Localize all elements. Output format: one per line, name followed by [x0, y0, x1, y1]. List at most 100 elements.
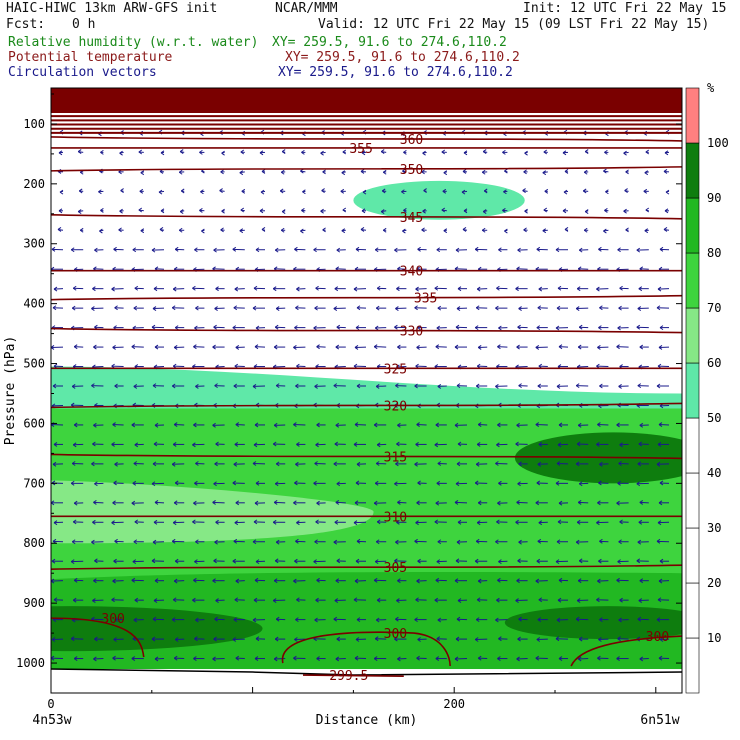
wind-vector-head	[255, 636, 260, 642]
wind-vector-head	[523, 169, 527, 175]
wind-vector-head	[194, 480, 198, 486]
wind-vector-head	[234, 520, 239, 526]
wind-vector-head	[576, 598, 581, 603]
wind-vector-head	[637, 306, 642, 311]
wind-vector-head	[72, 519, 77, 525]
colorbar-level-label: 10	[707, 631, 721, 645]
wind-vector-head	[437, 461, 442, 466]
wind-vector-head	[457, 598, 462, 603]
wind-vector-head	[397, 344, 401, 350]
wind-vector-head	[93, 344, 97, 350]
wind-vector-head	[70, 559, 75, 565]
wind-vector-head	[584, 209, 589, 215]
wind-vector-head	[132, 559, 137, 565]
wind-vector-head	[659, 558, 664, 564]
wind-vector-head	[235, 578, 240, 584]
wind-vector-head	[199, 149, 203, 155]
wind-vector-head	[296, 597, 300, 603]
wind-vector-head	[437, 305, 442, 311]
wind-vector-head	[354, 655, 359, 661]
wind-vector-head	[624, 188, 628, 193]
theta-contour	[570, 635, 682, 667]
wind-vector-head	[658, 578, 663, 584]
wind-vector-head	[394, 247, 398, 253]
wind-vector-head	[397, 422, 401, 428]
wind-vector-head	[495, 617, 499, 623]
wind-vector-head	[603, 168, 607, 174]
wind-vector-head	[396, 519, 400, 525]
wind-vector-head	[52, 305, 57, 311]
wind-vector-head	[174, 637, 179, 642]
colorbar-level-label: 70	[707, 301, 721, 315]
wind-vector-head	[131, 344, 136, 350]
wind-vector-head	[495, 305, 499, 311]
wind-vector-head	[498, 559, 502, 565]
wind-vector-head	[241, 188, 246, 194]
wind-vector-head	[356, 617, 361, 623]
wind-vector-head	[536, 480, 541, 486]
wind-vector-head	[597, 345, 601, 350]
wind-vector-head	[112, 345, 116, 350]
wind-vector-head	[272, 598, 277, 603]
right-endpoint-label: 6n51w	[640, 713, 679, 728]
wind-vector-head	[173, 655, 178, 661]
wind-vector-head	[111, 597, 115, 603]
x-tick-label: 0	[47, 697, 54, 711]
colorbar-swatch	[685, 87, 700, 144]
wind-vector-head	[376, 285, 381, 291]
wind-vector-head	[374, 325, 379, 331]
wind-vector-head	[301, 207, 305, 213]
wind-vector-head	[435, 656, 440, 661]
wind-vector-head	[599, 617, 603, 623]
wind-vector-head	[516, 656, 520, 662]
wind-vector-head	[636, 247, 641, 253]
wind-vector-head	[113, 246, 117, 252]
plot-frame	[50, 87, 683, 694]
wind-vector-head	[294, 480, 298, 486]
wind-vector-head	[373, 577, 378, 583]
wind-vector-head	[171, 305, 176, 311]
wind-vector-head	[93, 578, 97, 584]
wind-vector-head	[496, 442, 500, 448]
wind-vector-head	[618, 617, 622, 623]
wind-vector-head	[476, 286, 481, 292]
wind-vector-head	[172, 520, 177, 526]
wind-vector-head	[342, 207, 347, 213]
theta-contour-label: 355	[349, 142, 372, 157]
wind-vector-head	[272, 286, 277, 292]
wind-vector-head	[173, 578, 178, 584]
wind-vector-head	[92, 519, 96, 525]
wind-vector-head	[320, 150, 324, 156]
wind-vector-head	[598, 637, 602, 642]
wind-vector-head	[638, 598, 643, 603]
wind-vector-head	[402, 228, 406, 234]
wind-vector-head	[395, 383, 399, 389]
theta-contour-label: 315	[384, 450, 407, 465]
wind-vector-head	[171, 538, 176, 544]
wind-vector-head	[111, 520, 115, 526]
wind-vector-head	[497, 500, 501, 506]
wind-vector-head	[160, 150, 165, 156]
colorbar-swatch	[685, 582, 700, 639]
wind-vector-head	[334, 598, 339, 603]
wind-vector-head	[316, 344, 320, 350]
colorbar-swatch	[685, 197, 700, 254]
theta-contour-label: 330	[400, 325, 423, 340]
valid-time: Valid: 12 UTC Fri 22 May 15 (09 LST Fri …	[318, 17, 710, 32]
wind-vector-head	[259, 150, 264, 156]
x-axis-label: Distance (km)	[316, 713, 418, 728]
terrain-line	[51, 668, 682, 676]
wind-vector-head	[193, 344, 197, 350]
wind-vector-head	[538, 286, 543, 292]
wind-vector-head	[91, 306, 95, 311]
wind-vector-head	[73, 656, 78, 661]
wind-vector-head	[376, 519, 381, 525]
wind-vector-head	[657, 441, 662, 447]
wind-vector-head	[192, 442, 196, 448]
wind-vector-head	[273, 656, 278, 662]
wind-vector-head	[436, 559, 441, 565]
wind-vector-head	[253, 519, 258, 525]
humidity-region	[51, 480, 374, 544]
wind-vector-head	[524, 208, 528, 214]
wind-vector-head	[152, 383, 157, 389]
